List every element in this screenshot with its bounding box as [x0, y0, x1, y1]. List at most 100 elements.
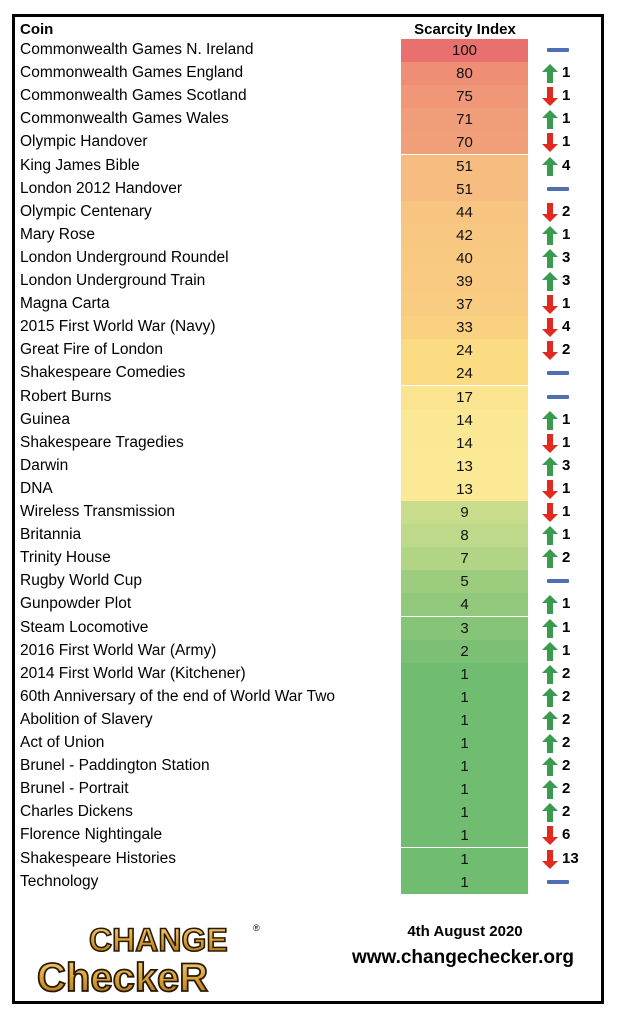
coin-name: Shakespeare Histories: [20, 849, 176, 867]
coin-name: Trinity House: [20, 549, 111, 567]
arrow-up-icon: [542, 664, 558, 684]
no-change-icon: [547, 394, 569, 399]
change-amount: 4: [562, 156, 571, 174]
coin-name: Brunel - Portrait: [20, 780, 129, 798]
scarcity-score: 100: [401, 39, 528, 63]
arrow-up-icon: [542, 110, 558, 130]
change-amount: 2: [562, 710, 571, 728]
arrow-down-icon: [542, 87, 558, 107]
scarcity-score: 80: [401, 62, 528, 86]
rank-change: 1: [540, 62, 610, 85]
table-row: Brunel - Portrait 1 2: [15, 778, 601, 802]
change-amount: 2: [562, 202, 571, 220]
table-row: Shakespeare Histories 1 13: [15, 847, 601, 871]
arrow-up-icon: [542, 225, 558, 245]
rank-change: [540, 178, 610, 201]
rank-change: 3: [540, 247, 610, 270]
no-change-icon: [547, 879, 569, 884]
table-row: Britannia 8 1: [15, 524, 601, 548]
arrow-up-icon: [542, 272, 558, 291]
change-amount: 3: [562, 272, 571, 289]
rank-change: [540, 570, 610, 593]
table-row: Robert Burns 17: [15, 385, 601, 409]
rank-change: 4: [540, 155, 610, 178]
rank-change: 13: [540, 848, 610, 871]
change-amount: 3: [562, 456, 571, 474]
scarcity-score: 1: [401, 824, 528, 848]
arrow-up-icon: [542, 248, 558, 268]
change-amount: 2: [562, 757, 571, 775]
website-link[interactable]: www.changechecker.org: [351, 947, 575, 968]
change-amount: 1: [562, 410, 571, 428]
rank-change: 2: [540, 686, 610, 709]
rank-change: 3: [540, 270, 610, 293]
rank-change: 2: [540, 663, 610, 686]
coin-name: Shakespeare Tragedies: [20, 433, 184, 451]
arrow-up-icon: [542, 710, 558, 730]
scarcity-score: 13: [401, 477, 528, 501]
change-amount: 1: [562, 110, 571, 128]
arrow-up-icon: [542, 456, 558, 476]
rank-change: 2: [540, 732, 610, 755]
coin-name: Commonwealth Games Scotland: [20, 87, 247, 105]
table-row: DNA 13 1: [15, 477, 601, 501]
coin-name: Abolition of Slavery: [20, 710, 153, 728]
table-row: Commonwealth Games N. Ireland 100: [15, 39, 601, 63]
change-amount: 1: [562, 641, 571, 659]
table-row: Florence Nightingale 1 6: [15, 824, 601, 848]
arrow-up-icon: [542, 734, 558, 753]
change-amount: 2: [562, 734, 571, 751]
scarcity-score: 8: [401, 524, 528, 548]
rank-change: 2: [540, 709, 610, 732]
change-amount: 1: [562, 479, 571, 497]
scarcity-score: 1: [401, 847, 528, 871]
arrow-down-icon: [542, 826, 558, 846]
rank-change: 1: [540, 108, 610, 131]
rank-change: 2: [540, 201, 610, 224]
table-row: Act of Union 1 2: [15, 732, 601, 756]
coin-name: Magna Carta: [20, 295, 110, 313]
scarcity-score: 33: [401, 316, 528, 340]
change-amount: 1: [562, 87, 571, 105]
table-row: Shakespeare Tragedies 14 1: [15, 431, 601, 455]
coin-name: Olympic Handover: [20, 133, 148, 151]
table-row: Commonwealth Games England 80 1: [15, 62, 601, 86]
coin-name: Brunel - Paddington Station: [20, 757, 210, 775]
change-amount: 1: [562, 225, 571, 243]
change-amount: 2: [562, 549, 571, 567]
arrow-down-icon: [542, 202, 558, 222]
scarcity-score: 1: [401, 801, 528, 825]
scarcity-score: 24: [401, 362, 528, 386]
rank-change: 1: [540, 501, 610, 524]
change-amount: 4: [562, 318, 571, 336]
scarcity-score: 42: [401, 223, 528, 247]
rank-change: 1: [540, 131, 610, 154]
scarcity-score: 51: [401, 177, 528, 201]
rank-change: 1: [540, 617, 610, 640]
coin-name: Guinea: [20, 410, 70, 428]
scarcity-score: 44: [401, 200, 528, 224]
change-amount: 1: [562, 64, 571, 82]
scarcity-score: 2: [401, 639, 528, 663]
rank-change: [540, 386, 610, 409]
change-amount: 1: [562, 618, 571, 636]
change-amount: 1: [562, 595, 571, 613]
rank-change: 1: [540, 524, 610, 547]
scarcity-score: 5: [401, 570, 528, 594]
change-amount: 2: [562, 687, 571, 705]
table-row: Abolition of Slavery 1 2: [15, 708, 601, 732]
scarcity-score: 1: [401, 755, 528, 779]
coin-name: Rugby World Cup: [20, 572, 143, 590]
rank-change: 1: [540, 409, 610, 432]
scarcity-score: 37: [401, 293, 528, 317]
table-row: 60th Anniversary of the end of World War…: [15, 685, 601, 709]
rank-change: 1: [540, 224, 610, 247]
arrow-down-icon: [542, 133, 558, 153]
table-row: Wireless Transmission 9 1: [15, 501, 601, 525]
rank-change: 4: [540, 316, 610, 339]
table-row: Rugby World Cup 5: [15, 570, 601, 594]
arrow-up-icon: [542, 780, 558, 800]
arrow-down-icon: [542, 433, 558, 453]
scarcity-score: 1: [401, 778, 528, 802]
change-amount: 13: [562, 849, 579, 867]
